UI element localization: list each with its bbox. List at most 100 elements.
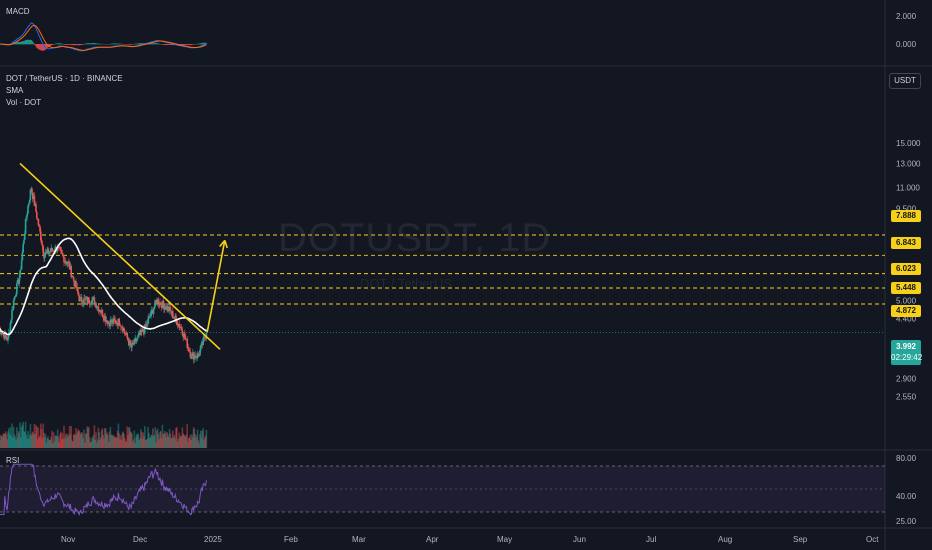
month-label: Jul bbox=[646, 535, 657, 544]
macd-histogram-bar bbox=[80, 44, 82, 45]
volume-bar bbox=[97, 427, 100, 448]
macd-histogram-bar bbox=[184, 44, 187, 45]
volume-bar bbox=[81, 433, 84, 448]
macd-histogram-bar bbox=[27, 39, 29, 45]
candle bbox=[35, 204, 37, 212]
volume-bar bbox=[123, 433, 125, 448]
currency-button[interactable]: USDT bbox=[889, 73, 921, 89]
volume-bar bbox=[83, 429, 85, 448]
volume-legend[interactable]: Vol · DOT bbox=[6, 98, 42, 107]
volume-bar bbox=[120, 435, 122, 448]
volume-bar bbox=[191, 434, 193, 448]
volume-bar bbox=[132, 439, 135, 448]
volume-bar bbox=[151, 435, 153, 448]
macd-histogram-bar bbox=[78, 44, 80, 46]
candle bbox=[169, 306, 172, 311]
candle bbox=[64, 260, 67, 262]
volume-bar bbox=[7, 431, 9, 448]
macd-histogram-bar bbox=[190, 44, 192, 45]
candle bbox=[198, 355, 200, 357]
macd-histogram-bar bbox=[81, 44, 84, 45]
candle bbox=[15, 294, 17, 297]
watermark-sub: DOT / TetherUS bbox=[360, 276, 452, 291]
volume-bar bbox=[34, 433, 36, 448]
volume-bar bbox=[128, 427, 130, 448]
volume-bar bbox=[149, 437, 152, 448]
volume-bar bbox=[4, 433, 6, 448]
volume-bar bbox=[143, 436, 145, 448]
macd-histogram-bar bbox=[134, 43, 136, 45]
projection-arrow[interactable] bbox=[206, 239, 229, 333]
rsi-band bbox=[0, 466, 885, 512]
volume-bar bbox=[38, 437, 40, 448]
volume-bar bbox=[103, 438, 105, 448]
volume-bar bbox=[107, 435, 109, 448]
volume-bar bbox=[66, 437, 68, 448]
candle bbox=[11, 310, 13, 320]
macd-histogram-bar bbox=[191, 44, 193, 45]
price-tick: 9.500 bbox=[896, 204, 917, 213]
volume-bar bbox=[104, 428, 106, 448]
symbol-title[interactable]: DOT / TetherUS · 1D · BINANCE bbox=[6, 74, 123, 83]
volume-bar bbox=[77, 429, 80, 448]
macd-histogram-bar bbox=[140, 43, 142, 45]
sma-legend[interactable]: SMA bbox=[6, 86, 24, 95]
macd-histogram-bar bbox=[198, 43, 200, 45]
volume-bar bbox=[126, 426, 128, 448]
candle bbox=[65, 261, 68, 265]
volume-bar bbox=[167, 434, 169, 448]
macd-histogram-bar bbox=[192, 44, 194, 45]
volume-bar bbox=[16, 437, 19, 448]
macd-histogram-bar bbox=[120, 43, 122, 45]
macd-histogram-bar bbox=[29, 39, 32, 45]
candle bbox=[19, 270, 21, 278]
candle bbox=[85, 297, 88, 299]
macd-histogram-bar bbox=[135, 43, 137, 45]
volume-bar bbox=[178, 432, 180, 448]
volume-bar bbox=[56, 429, 59, 448]
volume-bar bbox=[127, 435, 129, 448]
volume-bar bbox=[94, 439, 96, 448]
macd-histogram-bar bbox=[199, 43, 201, 45]
macd-histogram-bar bbox=[71, 44, 73, 46]
candle bbox=[105, 320, 108, 322]
trendline[interactable] bbox=[19, 162, 221, 350]
macd-histogram-bar bbox=[155, 43, 157, 45]
volume-bar bbox=[193, 428, 196, 448]
candle bbox=[16, 279, 19, 284]
candle bbox=[204, 336, 206, 338]
volume-bar bbox=[32, 431, 34, 448]
candle bbox=[188, 347, 190, 352]
macd-histogram-bar bbox=[93, 43, 96, 45]
rsi-tick: 80.00 bbox=[896, 454, 917, 463]
volume-bar bbox=[22, 421, 24, 448]
macd-histogram-bar bbox=[80, 44, 83, 45]
candle bbox=[28, 199, 31, 204]
macd-histogram-bar bbox=[70, 44, 72, 45]
macd-histogram-bar bbox=[18, 41, 20, 45]
candle bbox=[127, 337, 129, 341]
macd-histogram-bar bbox=[75, 44, 77, 46]
volume-bar bbox=[105, 434, 108, 448]
macd-histogram-bar bbox=[15, 42, 17, 45]
macd-histogram-bar bbox=[180, 44, 183, 45]
macd-histogram-bar bbox=[118, 43, 120, 45]
macd-histogram-bar bbox=[116, 43, 118, 45]
volume-bar bbox=[177, 438, 180, 448]
volume-bar bbox=[164, 432, 167, 448]
volume-bar bbox=[134, 443, 136, 448]
candle bbox=[12, 308, 14, 311]
macd-histogram-bar bbox=[72, 44, 75, 46]
volume-bar bbox=[100, 437, 102, 448]
macd-histogram-bar bbox=[30, 39, 32, 45]
macd-histogram-bar bbox=[14, 42, 16, 45]
volume-bar bbox=[16, 427, 18, 448]
volume-bar bbox=[184, 437, 187, 448]
candle bbox=[124, 331, 126, 334]
macd-histogram-bar bbox=[52, 44, 55, 45]
volume-bar bbox=[92, 434, 95, 448]
macd-histogram-bar bbox=[60, 43, 62, 45]
macd-histogram-bar bbox=[202, 42, 204, 45]
volume-bar bbox=[140, 429, 142, 448]
